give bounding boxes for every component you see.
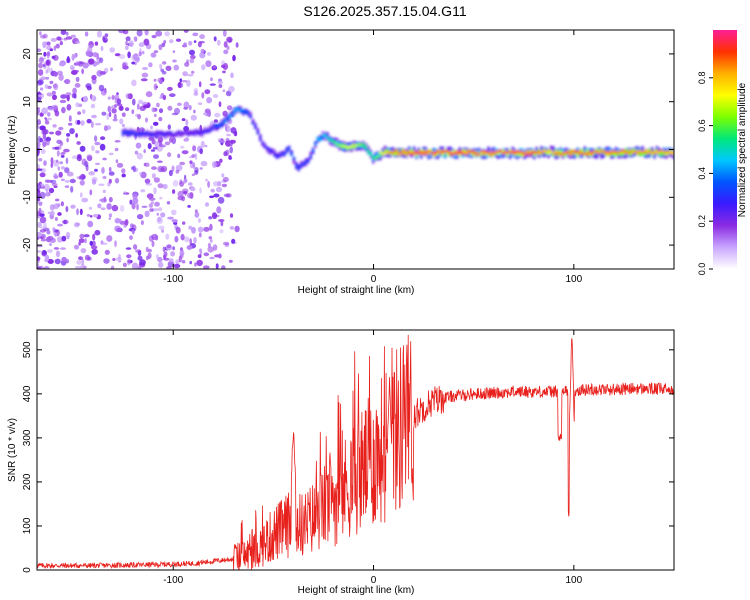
colorbar-tick-label: 0.8: [697, 72, 707, 85]
snr-x-ticks: -100 0 100: [163, 330, 583, 586]
colorbar: 0.0 0.2 0.4 0.6 0.8 Normalized spectral ampl…: [697, 30, 748, 275]
snr-x-tick-label: 100: [565, 575, 582, 586]
colorbar-tick-label: 0.4: [697, 167, 707, 180]
snr-x-label: Height of straight line (km): [298, 585, 415, 596]
spectrogram-y-tick-label: 0: [22, 146, 33, 152]
spectrogram-y-tick-label: -20: [22, 237, 33, 252]
snr-y-tick-label: 500: [22, 341, 33, 358]
spectrogram-image: [37, 30, 674, 269]
spectrogram-x-tick-label: 100: [565, 274, 582, 285]
snr-y-tick-label: 100: [22, 517, 33, 534]
spectrogram-noise: [37, 30, 240, 269]
snr-y-tick-label: 200: [22, 473, 33, 490]
spectrogram-y-tick-label: -10: [22, 190, 33, 205]
snr-y-label: SNR (10 * v/v): [7, 418, 18, 482]
colorbar-tick-label: 0.0: [697, 263, 707, 276]
snr-y-ticks: 0 100 200 300 400 500: [22, 341, 674, 573]
colorbar-ticks: 0.0 0.2 0.4 0.6 0.8: [697, 72, 713, 276]
spectrogram-y-ticks: 20 10 0 -10 -20: [22, 48, 674, 252]
snr-x-tick-label: 0: [371, 575, 377, 586]
colorbar-tick-label: 0.2: [697, 215, 707, 228]
snr-frame: [36, 329, 675, 571]
spectrogram-y-tick-label: 10: [22, 96, 33, 108]
snr-y-tick-label: 400: [22, 385, 33, 402]
spectrogram-y-label: Frequency (Hz): [7, 116, 18, 185]
snr-series-line: [37, 334, 674, 570]
colorbar-tick-label: 0.6: [697, 119, 707, 132]
snr-panel: -100 0 100 0 100 200 300 400 500 Height of stra…: [7, 329, 675, 596]
spectrogram-x-label: Height of straight line (km): [298, 285, 415, 296]
spectrogram-ridge: [121, 105, 674, 172]
snr-y-tick-label: 300: [22, 429, 33, 446]
spectrogram-x-tick-label: 0: [371, 274, 377, 285]
figure-title: S126.2025.357.15.04.G11: [303, 3, 466, 19]
colorbar-label: Normalized spectral amplitude: [737, 82, 748, 217]
snr-y-tick-label: 0: [22, 567, 33, 573]
spectrogram-x-ticks: -100 0 100: [163, 30, 583, 285]
snr-x-tick-label: -100: [163, 575, 183, 586]
colorbar-gradient: [713, 30, 737, 269]
spectrogram-y-tick-label: 20: [22, 48, 33, 60]
spectrogram-x-tick-label: -100: [163, 274, 183, 285]
